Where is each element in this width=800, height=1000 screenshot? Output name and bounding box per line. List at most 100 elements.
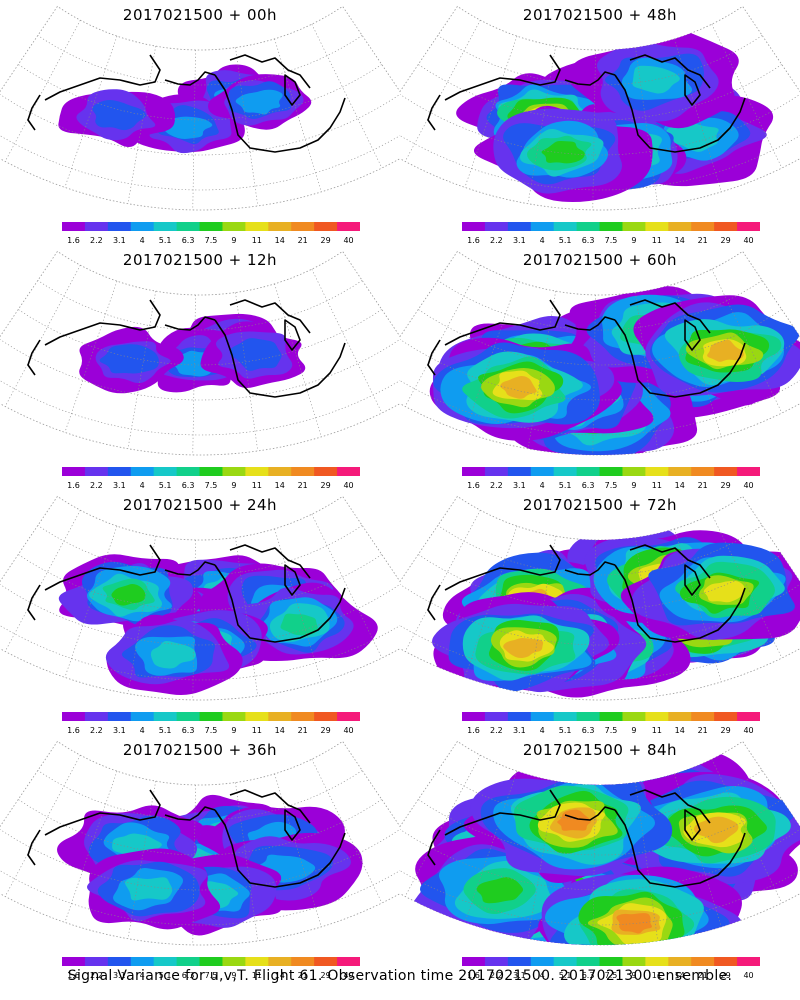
colorbar-swatch: [84, 467, 109, 476]
graticule: [400, 510, 800, 700]
colorbar-tick-label: 14: [275, 236, 285, 245]
contour-band: [693, 816, 739, 844]
colorbar-tick-label: 4: [140, 481, 145, 490]
longitude-line: [592, 49, 596, 210]
siberia-coast: [444, 54, 561, 101]
asia-coast: [27, 829, 41, 866]
colorbar-tick-label: 14: [275, 971, 285, 980]
colorbar-tick-label: 3.1: [113, 971, 126, 980]
colorbar-tick-label: 14: [275, 481, 285, 490]
colorbar-tick-label: 11: [252, 726, 262, 735]
colorbar-swatch: [130, 712, 155, 721]
colorbar-swatch: [553, 222, 578, 231]
latitude-line: [437, 280, 763, 331]
colorbar-tick-label: 3.1: [513, 481, 526, 490]
colorbar: 1.6 2.2 3.1 4 5.1 6.3 7.5 9 11 14 21 29 40: [62, 712, 361, 736]
hudson-bay: [284, 564, 301, 596]
longitude-line: [274, 283, 322, 437]
variance-field: [57, 794, 363, 936]
colorbar-tick-label: 21: [298, 236, 308, 245]
figure-caption: Signal Variance for u,v,T. Flight 61. Ob…: [67, 968, 733, 984]
contour-band: [541, 140, 585, 164]
alaska-coast: [164, 806, 216, 821]
longitude-line: [404, 755, 481, 897]
colorbar-tick-label: 6.3: [182, 481, 195, 490]
colorbar-swatch: [462, 467, 486, 476]
latitude-line: [18, 309, 382, 366]
colorbar-swatch: [599, 467, 623, 476]
colorbar-tick-label: 7.5: [205, 481, 218, 490]
colorbar-swatch: [599, 957, 623, 966]
colorbar-swatch: [507, 957, 532, 966]
colorbar-swatch: [645, 467, 669, 476]
colorbar-tick-label: 3.1: [513, 236, 526, 245]
colorbar-swatch: [245, 222, 269, 231]
colorbar: 1.6 2.2 3.1 4 5.1 6.3 7.5 9 11 14 21 29 40: [62, 957, 361, 981]
colorbar-svg: 1.6 2.2 3.1 4 5.1 6.3 7.5 9 11 14 21 29 40: [62, 467, 361, 490]
colorbar-swatch: [107, 712, 132, 721]
colorbar-swatch: [691, 222, 715, 231]
colorbar-swatch: [668, 467, 692, 476]
longitude-line: [235, 537, 259, 697]
colorbar-swatch: [291, 467, 315, 476]
colorbar: 1.6 2.2 3.1 4 5.1 6.3 7.5 9 11 14 21 29 40: [462, 467, 761, 491]
latitude-line: [18, 64, 382, 121]
colorbar-swatch: [714, 467, 738, 476]
colorbar-svg: 1.6 2.2 3.1 4 5.1 6.3 7.5 9 11 14 21 29 40: [462, 222, 761, 245]
colorbar-tick-label: 2.2: [490, 236, 503, 245]
colorbar-swatch: [576, 467, 601, 476]
variance-field: [456, 30, 774, 202]
contour-band: [503, 638, 544, 659]
colorbar-swatch: [507, 222, 532, 231]
longitude-line: [464, 526, 518, 678]
alaska-coast: [564, 806, 616, 821]
latitude-line: [418, 64, 782, 121]
colorbar-tick-label: 40: [743, 236, 753, 245]
colorbar-swatch: [484, 222, 509, 231]
colorbar-swatch: [107, 222, 132, 231]
colorbar-swatch: [645, 222, 669, 231]
contour-band: [616, 913, 652, 934]
colorbar-swatch: [84, 712, 109, 721]
siberia-coast: [44, 299, 161, 346]
colorbar-swatch: [176, 222, 201, 231]
colorbar-swatch: [245, 712, 269, 721]
longitude-line: [527, 781, 557, 939]
colorbar-swatch: [62, 222, 86, 231]
colorbar-tick-label: 21: [698, 481, 708, 490]
colorbar-swatch: [268, 957, 292, 966]
north-america-coast: [214, 74, 346, 153]
longitude-line: [192, 539, 196, 700]
colorbar-tick-label: 5.1: [159, 236, 172, 245]
colorbar-swatch: [622, 957, 646, 966]
contour-band: [92, 100, 147, 131]
colorbar-tick-label: 7.5: [205, 726, 218, 735]
forecast-panel: 2017021500 + 00h 1.6 2.2 3.1 4 5.1 6.3 7.5 9 11 14…: [0, 0, 400, 245]
colorbar-swatch: [337, 222, 361, 231]
colorbar-tick-label: 14: [675, 236, 685, 245]
colorbar-swatch: [314, 957, 338, 966]
colorbar-swatch: [176, 712, 201, 721]
latitude-line: [37, 770, 363, 821]
colorbar-swatch: [507, 467, 532, 476]
colorbar-tick-label: 3.1: [513, 971, 526, 980]
graticule: [400, 20, 800, 210]
longitude-line: [635, 537, 659, 697]
siberia-coast: [444, 299, 561, 346]
longitude-line: [127, 291, 157, 449]
forecast-panel: 2017021500 + 36h 1.6 2.2 3.1 4 5.1 6.3 7.5 9 11 14…: [0, 735, 400, 980]
contour-band: [150, 640, 196, 669]
colorbar-tick-label: 9: [231, 481, 236, 490]
longitude-line: [127, 46, 157, 204]
colorbar-tick-label: 5.1: [159, 481, 172, 490]
longitude-line: [311, 269, 383, 414]
colorbar-tick-label: 11: [252, 971, 262, 980]
colorbar-tick-label: 7.5: [205, 236, 218, 245]
colorbar-swatch: [62, 712, 86, 721]
longitude-line: [674, 528, 722, 682]
longitude-line: [464, 281, 518, 433]
colorbar: 1.6 2.2 3.1 4 5.1 6.3 7.5 9 11 14 21 29 40: [62, 467, 361, 491]
colorbar-swatch: [84, 222, 109, 231]
latitude-line: [400, 135, 800, 191]
longitude-line: [404, 20, 481, 162]
